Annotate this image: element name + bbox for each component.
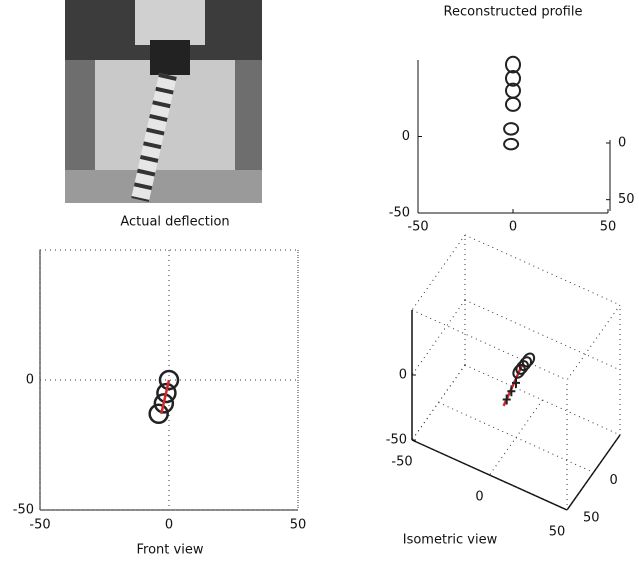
box-edge [465, 235, 620, 305]
y-tick-label: 50 [583, 511, 600, 526]
y-tick-label: -50 [13, 503, 34, 518]
ring-marker [150, 405, 168, 423]
x-tick-label: 0 [509, 220, 517, 235]
ring-marker [506, 98, 520, 111]
chart-title: Reconstructed profile [444, 5, 583, 20]
y-tick-label: 0 [26, 373, 34, 388]
x-tick-label: 0 [165, 518, 173, 533]
box-edge [412, 310, 567, 380]
x-tick-label: 50 [600, 220, 617, 235]
x-tick-label: 50 [549, 525, 566, 540]
box-edge [412, 235, 465, 310]
y-tick-label: 0 [402, 129, 410, 144]
box-edge [567, 305, 620, 380]
x-axis-label: Front view [137, 543, 204, 558]
y-tick-label: 0 [610, 473, 618, 488]
box-edge [412, 300, 465, 375]
y-tick-label: -50 [389, 206, 410, 221]
photo [65, 0, 262, 203]
box-edge [465, 300, 620, 370]
x-tick-label: -50 [391, 455, 412, 470]
photo-caption: Actual deflection [120, 215, 229, 230]
y2-tick-label: 0 [618, 136, 626, 151]
x-tick-label: 50 [290, 518, 307, 533]
z-tick-label: -50 [386, 433, 407, 448]
x-tick-label: 0 [475, 490, 483, 505]
x-tick-label: -50 [407, 220, 428, 235]
x-axis-label: Isometric view [403, 533, 498, 548]
ring-marker [504, 139, 518, 150]
y2-tick-label: 50 [618, 192, 635, 207]
z-tick-label: 0 [399, 368, 407, 383]
photo-base [65, 170, 262, 203]
x-tick-label: -50 [29, 518, 50, 533]
photo-mount [150, 40, 190, 75]
ring-marker [504, 123, 518, 135]
figure: Actual deflection Reconstructed profile -… [0, 0, 639, 565]
photo-clamp [135, 0, 205, 45]
